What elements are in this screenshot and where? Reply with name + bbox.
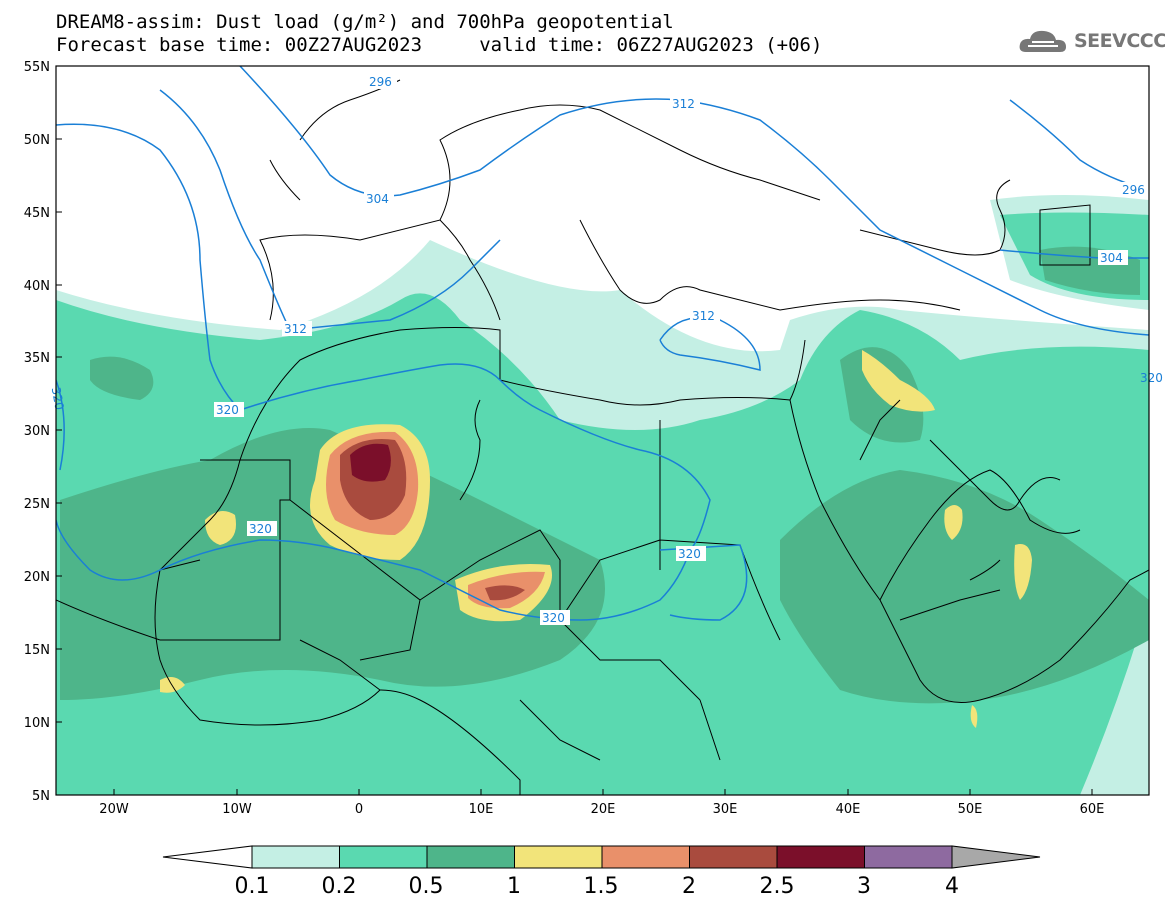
colorbar-swatches (252, 846, 952, 868)
lon-label: 10W (222, 802, 252, 817)
colorbar-swatch (777, 846, 865, 868)
lon-label: 60E (1080, 802, 1105, 817)
lat-label: 45N (24, 206, 50, 221)
contour-label: 304 (366, 192, 389, 206)
colorbar-swatch (340, 846, 428, 868)
lat-label: 10N (24, 716, 50, 731)
lat-label: 5N (32, 789, 50, 804)
colorbar-label: 0.2 (322, 874, 357, 899)
colorbar-label: 4 (945, 874, 959, 899)
lat-label: 15N (24, 643, 50, 658)
lon-label: 20W (99, 802, 129, 817)
lon-label: 40E (836, 802, 861, 817)
colorbar-label: 0.1 (235, 874, 270, 899)
contour-label: 304 (1100, 251, 1123, 265)
lat-label: 35N (24, 351, 50, 366)
contour-label: 312 (284, 322, 307, 336)
colorbar-label: 0.5 (409, 874, 444, 899)
contour-label: 320 (1140, 371, 1163, 385)
colorbar-label: 2 (682, 874, 696, 899)
lat-label: 40N (24, 279, 50, 294)
colorbar-label: 1.5 (584, 874, 619, 899)
contour-label: 296 (369, 75, 392, 89)
colorbar-over-arrow (952, 846, 1040, 868)
colorbar-under-arrow (163, 846, 252, 868)
lat-label: 55N (24, 60, 50, 75)
lon-label: 50E (958, 802, 983, 817)
colorbar-swatch (515, 846, 603, 868)
contour-label: 320 (216, 403, 239, 417)
dust-field (56, 66, 1149, 795)
colorbar-swatch (602, 846, 690, 868)
colorbar-label: 1 (507, 874, 521, 899)
colorbar-swatch (690, 846, 778, 868)
contour-label: 312 (692, 309, 715, 323)
colorbar-swatch (865, 846, 953, 868)
contour-label: 320 (542, 611, 565, 625)
lat-label: 20N (24, 570, 50, 585)
colorbar-swatch (427, 846, 515, 868)
lon-label: 30E (713, 802, 738, 817)
colorbar-swatch (252, 846, 340, 868)
contour-label: 320 (49, 386, 67, 411)
contour-label: 320 (678, 547, 701, 561)
lon-label: 0 (355, 802, 363, 817)
colorbar: 0.1 0.2 0.5 1 1.5 2 2.5 3 4 (163, 846, 1040, 899)
contour-label: 320 (249, 522, 272, 536)
contour-label: 296 (1122, 183, 1145, 197)
lat-label: 30N (24, 424, 50, 439)
lat-label: 50N (24, 133, 50, 148)
contour-label: 312 (672, 97, 695, 111)
colorbar-label: 2.5 (760, 874, 795, 899)
lon-label: 20E (591, 802, 616, 817)
colorbar-labels: 0.1 0.2 0.5 1 1.5 2 2.5 3 4 (235, 874, 960, 899)
colorbar-label: 3 (857, 874, 871, 899)
lon-label: 10E (469, 802, 494, 817)
lat-label: 25N (24, 497, 50, 512)
